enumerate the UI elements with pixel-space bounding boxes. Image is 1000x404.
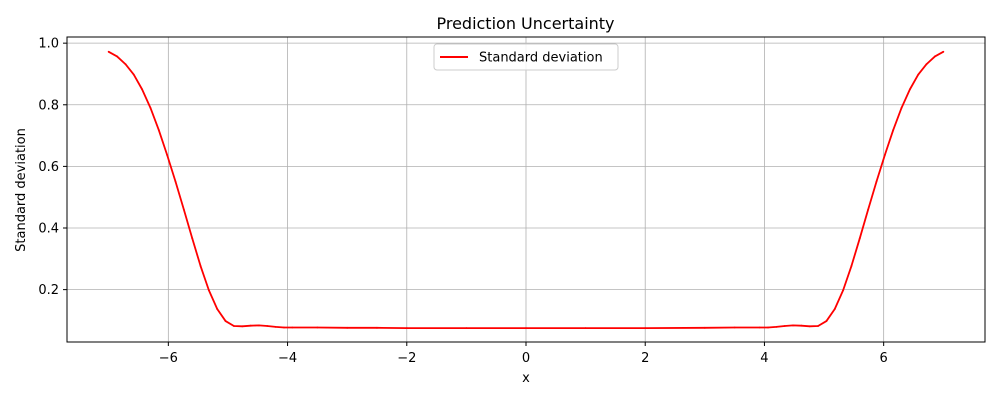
data-point bbox=[199, 265, 202, 267]
data-point bbox=[942, 50, 945, 53]
x-tick-label: −4 bbox=[278, 351, 297, 366]
y-tick-label: 1.0 bbox=[38, 37, 59, 52]
data-point bbox=[908, 88, 911, 91]
data-point bbox=[346, 326, 349, 329]
data-point bbox=[266, 325, 269, 327]
data-point bbox=[241, 325, 244, 328]
data-point bbox=[800, 324, 803, 327]
data-point bbox=[316, 326, 319, 329]
data-point bbox=[191, 237, 194, 240]
data-point bbox=[174, 180, 177, 183]
data-point bbox=[132, 73, 135, 76]
data-point bbox=[124, 63, 127, 66]
data-point bbox=[116, 55, 118, 58]
data-point bbox=[858, 237, 861, 240]
data-point bbox=[825, 320, 828, 322]
data-point bbox=[875, 180, 878, 183]
data-point bbox=[465, 327, 468, 330]
data-point bbox=[525, 327, 527, 330]
y-axis-ticks: 0.2 0.4 0.6 0.8 1.0 bbox=[38, 37, 67, 298]
y-tick-label: 0.4 bbox=[38, 222, 59, 237]
x-tick-label: 6 bbox=[880, 351, 888, 366]
data-point bbox=[817, 325, 819, 327]
data-point bbox=[783, 325, 786, 327]
data-point bbox=[883, 154, 886, 156]
data-point bbox=[249, 324, 252, 327]
data-point bbox=[850, 265, 853, 267]
data-point bbox=[900, 106, 903, 109]
data-point bbox=[767, 326, 769, 329]
x-tick-label: −2 bbox=[397, 351, 416, 366]
data-point bbox=[274, 326, 277, 328]
data-point bbox=[792, 324, 794, 327]
data-point bbox=[405, 327, 408, 330]
data-point bbox=[157, 129, 160, 131]
data-point bbox=[775, 326, 778, 328]
y-tick-label: 0.6 bbox=[38, 160, 59, 175]
series-line bbox=[107, 50, 945, 330]
legend: Standard deviation bbox=[433, 43, 619, 71]
data-point bbox=[833, 308, 836, 310]
series-layer bbox=[107, 50, 945, 330]
series-group bbox=[107, 50, 945, 330]
data-point bbox=[733, 326, 736, 329]
x-tick-label: 2 bbox=[641, 351, 649, 366]
data-point bbox=[925, 63, 928, 66]
data-point bbox=[808, 325, 811, 328]
data-point bbox=[892, 129, 895, 131]
data-point bbox=[758, 326, 761, 329]
data-point bbox=[283, 326, 285, 329]
data-point bbox=[867, 208, 870, 211]
data-point bbox=[149, 106, 152, 109]
x-tick-label: 0 bbox=[522, 351, 530, 366]
data-point bbox=[107, 50, 110, 53]
data-point bbox=[917, 73, 920, 76]
data-point bbox=[376, 326, 378, 329]
legend-box bbox=[433, 43, 619, 71]
data-point bbox=[233, 325, 235, 327]
data-point bbox=[182, 208, 185, 211]
x-tick-label: 4 bbox=[760, 351, 768, 366]
grid bbox=[67, 37, 985, 342]
data-point bbox=[584, 327, 587, 330]
data-point bbox=[141, 88, 144, 91]
y-axis-label: Standard deviation bbox=[14, 128, 29, 252]
data-point bbox=[842, 289, 845, 292]
x-axis-ticks: −6 −4 −2 0 2 4 6 bbox=[159, 342, 888, 366]
data-point bbox=[703, 326, 706, 329]
y-tick-label: 0.8 bbox=[38, 98, 59, 113]
data-point bbox=[224, 320, 227, 322]
data-point bbox=[258, 324, 260, 327]
x-axis-label: x bbox=[522, 371, 530, 386]
data-point bbox=[934, 55, 936, 58]
data-point bbox=[166, 154, 169, 156]
legend-label: Standard deviation bbox=[479, 51, 603, 66]
data-point bbox=[291, 326, 294, 329]
y-tick-label: 0.2 bbox=[38, 283, 59, 298]
data-point bbox=[644, 327, 647, 330]
chart-title: Prediction Uncertainty bbox=[436, 14, 614, 33]
data-point bbox=[216, 308, 219, 310]
x-tick-label: −6 bbox=[159, 351, 178, 366]
data-point bbox=[207, 289, 210, 292]
